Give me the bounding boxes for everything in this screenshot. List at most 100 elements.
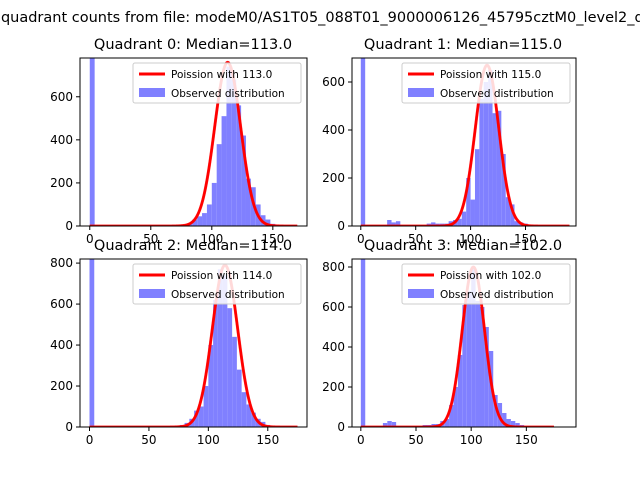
histogram-bar <box>496 110 502 226</box>
y-tick-label: 200 <box>322 171 345 185</box>
histogram-bar <box>241 135 246 226</box>
histogram-bar <box>213 299 218 427</box>
histogram-bar <box>471 267 476 427</box>
x-tick-label: 150 <box>261 232 284 246</box>
histogram-bar <box>387 421 392 427</box>
histogram-bar <box>453 387 458 427</box>
histogram-bar <box>89 259 95 427</box>
x-tick-label: 0 <box>357 232 365 246</box>
subplot-title: Quadrant 1: Median=115.0 <box>364 37 562 53</box>
subplot-quadrant-3: Quadrant 3: Median=102.0 0 50 100 150 0 200 40… <box>322 238 577 447</box>
histogram-bar <box>479 98 484 226</box>
histogram-bar <box>231 79 237 226</box>
histogram-bar <box>502 413 507 427</box>
x-tick-label: 150 <box>514 232 537 246</box>
poisson-curve-core <box>88 263 299 427</box>
x-tick-label: 50 <box>408 232 423 246</box>
histogram-bar <box>480 307 485 427</box>
histogram-bar <box>493 395 498 427</box>
histogram-bar <box>217 269 223 427</box>
y-tick-label: 600 <box>50 297 73 311</box>
histogram-bar <box>488 70 493 226</box>
legend-label-observed: Observed distribution <box>171 289 285 301</box>
y-tick-label: 800 <box>50 256 73 270</box>
histogram-bar <box>246 404 252 427</box>
y-tick-label: 200 <box>50 176 73 190</box>
subplot-title: Quadrant 2: Median=114.0 <box>94 238 292 254</box>
x-tick-label: 100 <box>460 433 483 447</box>
histogram-bar <box>236 369 242 427</box>
histogram-bar <box>232 336 237 427</box>
histogram-bar <box>221 116 227 226</box>
subplot-quadrant-2: Quadrant 2: Median=114.0 0 50 100 150 0 200 40… <box>50 238 308 447</box>
y-tick-label: 600 <box>322 300 345 314</box>
x-tick-label: 100 <box>197 433 220 447</box>
histogram-bar <box>202 213 207 226</box>
x-tick-label: 100 <box>459 232 482 246</box>
histogram-bar <box>227 308 233 427</box>
histogram-bar <box>506 419 511 427</box>
histogram-bar <box>466 178 471 226</box>
y-tick-label: 200 <box>322 380 345 394</box>
y-tick-label: 600 <box>322 75 345 89</box>
histogram-bar <box>501 154 506 226</box>
subplot-title: Quadrant 3: Median=102.0 <box>364 238 562 254</box>
legend-label-poisson: Poission with 102.0 <box>440 270 541 282</box>
histogram-bar <box>395 221 401 226</box>
legend-bar-swatch <box>139 289 165 298</box>
axes-frame <box>79 57 308 227</box>
plot-area: 0 50 100 150 0 200 400 600 Poission with 113.0 Ob… <box>50 57 308 246</box>
axes-frame <box>79 258 308 428</box>
histogram-bar <box>510 421 516 427</box>
legend-bar-swatch <box>408 289 434 298</box>
figure-suptitle: Histograms of quadrant counts from file:… <box>0 10 640 26</box>
x-tick-label: 0 <box>86 433 94 447</box>
histogram-bar <box>241 392 247 427</box>
y-tick-label: 800 <box>322 260 345 274</box>
histogram-bar <box>391 222 396 226</box>
histogram-bar <box>216 144 222 226</box>
histogram-bar <box>222 275 228 427</box>
histogram-bar <box>382 423 388 427</box>
x-tick-label: 0 <box>357 433 365 447</box>
histogram-bar <box>198 406 204 427</box>
histogram-bar <box>475 301 480 427</box>
y-tick-label: 400 <box>322 340 345 354</box>
subplot-quadrant-1: Quadrant 1: Median=115.0 0 50 100 150 0 200 40… <box>322 37 577 246</box>
x-tick-label: 50 <box>143 232 158 246</box>
histogram-bar <box>208 345 214 427</box>
histogram-bar <box>457 218 462 226</box>
histogram-bar <box>236 105 242 226</box>
histogram-bar <box>360 58 366 226</box>
histogram-bar <box>449 405 454 427</box>
histogram-bar <box>484 327 489 427</box>
y-tick-label: 200 <box>50 379 73 393</box>
axes-frame <box>351 57 577 227</box>
histogram-bar <box>391 422 397 427</box>
histogram-bar <box>431 222 436 226</box>
histogram-bar <box>474 149 480 226</box>
plot-area: 0 50 100 150 0 200 400 600 Poission with 115.0 Ob… <box>322 57 577 246</box>
legend-box <box>132 263 302 305</box>
histogram-bar <box>461 211 467 226</box>
histogram-bar <box>505 197 511 226</box>
x-tick-label: 100 <box>200 232 223 246</box>
subplot-title: Quadrant 0: Median=113.0 <box>94 37 292 53</box>
histogram-bar <box>197 216 203 226</box>
legend-box <box>132 62 302 104</box>
histogram-bar <box>457 355 463 427</box>
legend-box <box>401 62 571 104</box>
histogram-bar <box>470 199 475 226</box>
histogram-bar <box>206 204 212 226</box>
x-tick-label: 150 <box>256 433 279 447</box>
plot-area: 0 50 100 150 0 200 400 600 800 Poission with 102.… <box>322 258 577 447</box>
legend-bar-swatch <box>139 88 165 97</box>
histogram-bar <box>462 305 467 427</box>
x-tick-label: 50 <box>408 433 423 447</box>
y-tick-label: 0 <box>65 219 73 233</box>
histogram-bar <box>194 410 199 427</box>
legend-label-observed: Observed distribution <box>440 289 554 301</box>
x-tick-label: 0 <box>86 232 94 246</box>
axes-frame <box>351 258 577 428</box>
